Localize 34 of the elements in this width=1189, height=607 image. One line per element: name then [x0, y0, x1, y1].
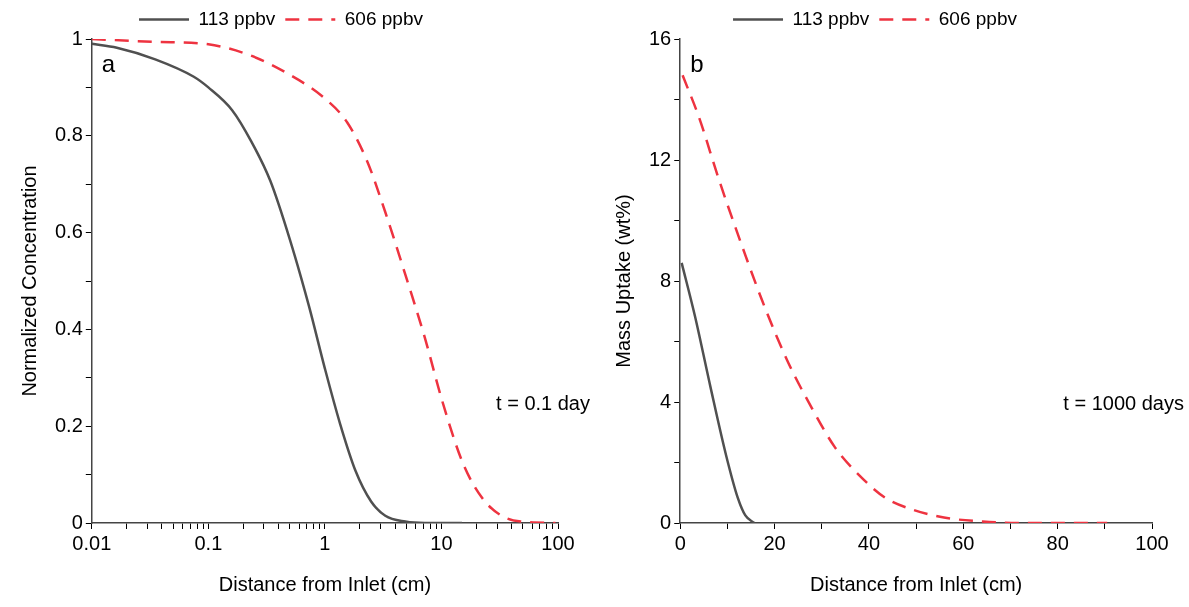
x-axis-title: Distance from Inlet (cm): [218, 572, 432, 595]
annotation: t = 0.1 day: [496, 391, 590, 414]
annotation: b: [690, 49, 704, 77]
legend-label: 113 ppbv: [198, 7, 276, 29]
y-tick-label: 16: [649, 26, 672, 49]
legend-label: 606 ppbv: [938, 7, 1018, 29]
x-tick-label: 100: [1135, 531, 1169, 554]
x-tick-label: 0.01: [72, 531, 112, 554]
y-tick-label: 0: [660, 510, 672, 533]
y-axis-title: Normalized Concentration: [17, 165, 40, 397]
x-tick-label: 10: [430, 531, 453, 554]
y-tick-label: 1: [71, 26, 83, 49]
x-tick-label: 100: [541, 531, 575, 554]
y-tick-label: 0.8: [54, 123, 83, 146]
y-tick-label: 8: [660, 268, 672, 291]
x-tick-label: 0: [674, 531, 686, 554]
x-tick-label: 40: [857, 531, 881, 554]
x-tick-label: 1: [319, 531, 331, 554]
legend-label: 606 ppbv: [344, 7, 424, 29]
annotation: t = 1000 days: [1063, 391, 1184, 414]
annotation: a: [101, 49, 116, 77]
x-tick-label: 60: [952, 531, 975, 554]
y-tick-label: 4: [660, 389, 672, 412]
x-axis-title: Distance from Inlet (cm): [809, 572, 1023, 595]
legend-label: 113 ppbv: [792, 7, 870, 29]
y-tick-label: 0.2: [54, 413, 83, 436]
x-tick-label: 0.1: [194, 531, 223, 554]
y-tick-label: 0.4: [54, 316, 83, 339]
x-tick-label: 20: [763, 531, 786, 554]
y-tick-label: 0: [71, 510, 83, 533]
y-tick-label: 0.6: [54, 220, 83, 243]
y-axis-title: Mass Uptake (wt%): [611, 194, 634, 368]
x-tick-label: 80: [1046, 531, 1069, 554]
y-tick-label: 12: [649, 147, 672, 170]
